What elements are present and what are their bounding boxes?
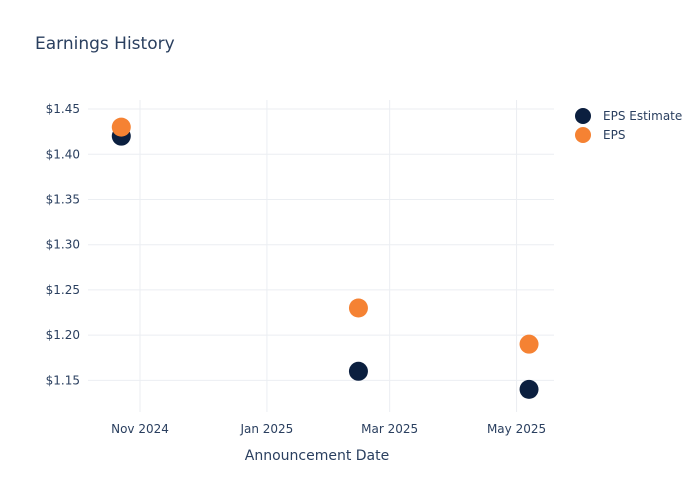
- legend-marker-eps-estimate: [575, 107, 591, 124]
- point-eps-estimate: [519, 379, 539, 399]
- y-tick-label: $1.15: [46, 373, 80, 387]
- x-tick-label: Mar 2025: [361, 422, 418, 436]
- legend-label-eps: EPS: [603, 127, 626, 142]
- y-tick-label: $1.35: [46, 192, 80, 206]
- legend-label-eps-estimate: EPS Estimate: [603, 108, 683, 123]
- point-eps: [348, 298, 368, 318]
- y-tick-label: $1.30: [46, 238, 80, 252]
- x-tick-label: May 2025: [487, 422, 546, 436]
- point-eps: [519, 334, 539, 354]
- y-tick-label: $1.25: [46, 283, 80, 297]
- legend-item-eps-estimate[interactable]: EPS Estimate: [575, 106, 682, 125]
- x-axis-label: Announcement Date: [244, 448, 390, 464]
- legend-item-eps[interactable]: EPS: [575, 125, 682, 144]
- y-tick-label: $1.45: [46, 102, 80, 116]
- x-tick-label: Jan 2025: [239, 422, 293, 436]
- point-eps: [111, 117, 131, 137]
- x-tick-label: Nov 2024: [111, 422, 169, 436]
- y-tick-label: $1.20: [46, 328, 80, 342]
- point-eps-estimate: [348, 361, 368, 381]
- legend-marker-eps: [575, 126, 591, 143]
- y-tick-label: $1.40: [46, 147, 80, 161]
- chart-title: Earnings History: [35, 34, 175, 54]
- legend: EPS Estimate EPS: [575, 106, 682, 144]
